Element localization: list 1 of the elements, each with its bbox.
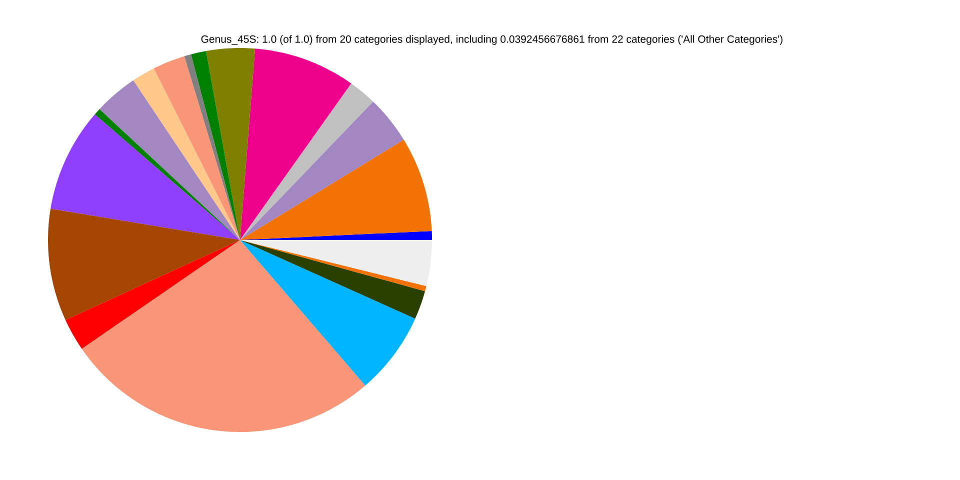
text: Genus_45S: 1.0 (of 1.0) from 20 categories displayed, including 0.0392456676861 from 22 categories ('All Other Categories'): [201, 35, 782, 45]
